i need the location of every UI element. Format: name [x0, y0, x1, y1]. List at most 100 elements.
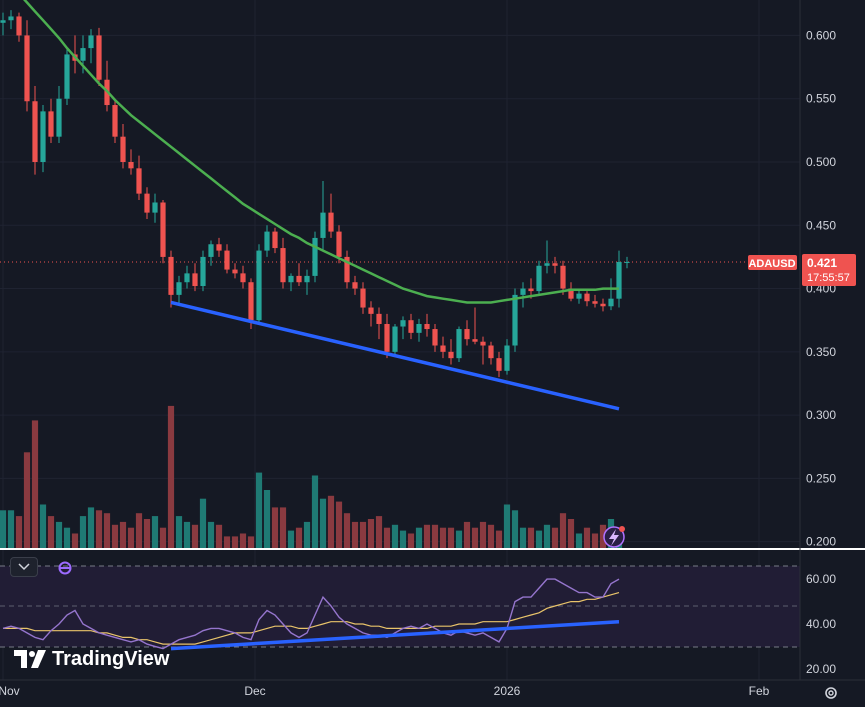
candle[interactable]: [160, 199, 166, 264]
candle[interactable]: [200, 250, 206, 292]
candle[interactable]: [520, 282, 526, 308]
candle[interactable]: [560, 260, 566, 295]
candle[interactable]: [152, 193, 158, 223]
candle[interactable]: [48, 98, 54, 144]
candle[interactable]: [96, 27, 102, 87]
indicator-icon: [58, 561, 72, 575]
candle[interactable]: [112, 98, 118, 144]
candle[interactable]: [104, 60, 110, 112]
candle[interactable]: [504, 339, 510, 375]
candle[interactable]: [488, 341, 494, 365]
rsi-trendline[interactable]: [170, 619, 620, 651]
collapse-pane-button[interactable]: [10, 557, 38, 577]
time-axis[interactable]: Nov Dec 2026 Feb: [0, 684, 770, 698]
candle[interactable]: [264, 225, 270, 257]
candle[interactable]: [360, 282, 366, 314]
candle[interactable]: [240, 265, 246, 289]
chart-settings-button[interactable]: [820, 682, 842, 704]
candle[interactable]: [352, 275, 358, 295]
candle[interactable]: [584, 291, 590, 307]
candle[interactable]: [56, 86, 62, 144]
price-trendline[interactable]: [170, 300, 620, 411]
candle[interactable]: [440, 336, 446, 359]
rsi-axis[interactable]: 60.00 40.00 20.00: [806, 572, 836, 676]
candle[interactable]: [296, 263, 302, 287]
candle[interactable]: [144, 187, 150, 219]
candle[interactable]: [16, 12, 22, 42]
candle[interactable]: [616, 250, 622, 308]
candle[interactable]: [496, 351, 502, 378]
pane-separator[interactable]: [0, 548, 800, 550]
candle[interactable]: [408, 313, 414, 340]
candle[interactable]: [216, 237, 222, 257]
candle[interactable]: [368, 301, 374, 327]
candle[interactable]: [448, 339, 454, 365]
candle[interactable]: [176, 275, 182, 304]
candle[interactable]: [312, 231, 318, 283]
candle[interactable]: [8, 10, 14, 30]
candle[interactable]: [376, 307, 382, 340]
candle[interactable]: [168, 250, 174, 308]
candle[interactable]: [192, 263, 198, 292]
candle[interactable]: [304, 269, 310, 295]
candle[interactable]: [472, 307, 478, 345]
candle[interactable]: [40, 105, 46, 173]
rsi-line[interactable]: [2, 578, 620, 650]
candle[interactable]: [224, 244, 230, 274]
candle[interactable]: [232, 263, 238, 279]
candle[interactable]: [288, 273, 294, 292]
candle[interactable]: [272, 227, 278, 254]
candle[interactable]: [424, 313, 430, 337]
candle[interactable]: [624, 256, 630, 269]
candle[interactable]: [136, 155, 142, 200]
candle[interactable]: [600, 298, 606, 312]
candle[interactable]: [0, 12, 6, 36]
candle[interactable]: [384, 313, 390, 359]
candle[interactable]: [592, 294, 598, 308]
candle[interactable]: [256, 244, 262, 324]
volume-bar: [343, 513, 351, 548]
price-tick-label: 0.200: [806, 535, 836, 549]
candle[interactable]: [32, 86, 38, 175]
candle[interactable]: [88, 29, 94, 64]
volume-bar: [287, 530, 295, 548]
candle[interactable]: [120, 124, 126, 169]
candle[interactable]: [544, 240, 550, 274]
candle-body: [440, 345, 446, 352]
candle[interactable]: [552, 256, 558, 274]
candle[interactable]: [536, 260, 542, 295]
candle[interactable]: [328, 193, 334, 238]
candle[interactable]: [464, 320, 470, 346]
candle[interactable]: [568, 282, 574, 302]
candle[interactable]: [456, 326, 462, 362]
candle[interactable]: [576, 288, 582, 304]
candle[interactable]: [280, 237, 286, 289]
candle[interactable]: [416, 318, 422, 342]
candle[interactable]: [392, 323, 398, 357]
volume-bars: [0, 405, 623, 548]
lightning-icon[interactable]: [603, 526, 625, 548]
chevron-down-icon: [18, 563, 30, 571]
candles[interactable]: [0, 10, 630, 378]
indicator-settings-button[interactable]: [56, 559, 74, 577]
last-price-text: 0.421: [807, 256, 837, 270]
candle[interactable]: [432, 323, 438, 352]
candle[interactable]: [320, 180, 326, 251]
moving-average-line[interactable]: [3, 0, 619, 304]
candle-body: [88, 35, 94, 49]
candle[interactable]: [208, 240, 214, 266]
candle-body: [48, 111, 54, 137]
candle[interactable]: [400, 316, 406, 340]
candle[interactable]: [184, 265, 190, 289]
candle[interactable]: [608, 278, 614, 311]
tradingview-logo[interactable]: TradingView: [14, 645, 169, 673]
countdown-text: 17:55:57: [807, 272, 850, 284]
candle-body: [560, 265, 566, 289]
candle[interactable]: [480, 336, 486, 365]
candle[interactable]: [128, 149, 134, 175]
candle[interactable]: [24, 20, 30, 112]
candle[interactable]: [344, 250, 350, 289]
price-axis[interactable]: 0.6000.5500.5000.4500.4000.3500.3000.250…: [806, 28, 836, 548]
candle[interactable]: [64, 48, 70, 106]
